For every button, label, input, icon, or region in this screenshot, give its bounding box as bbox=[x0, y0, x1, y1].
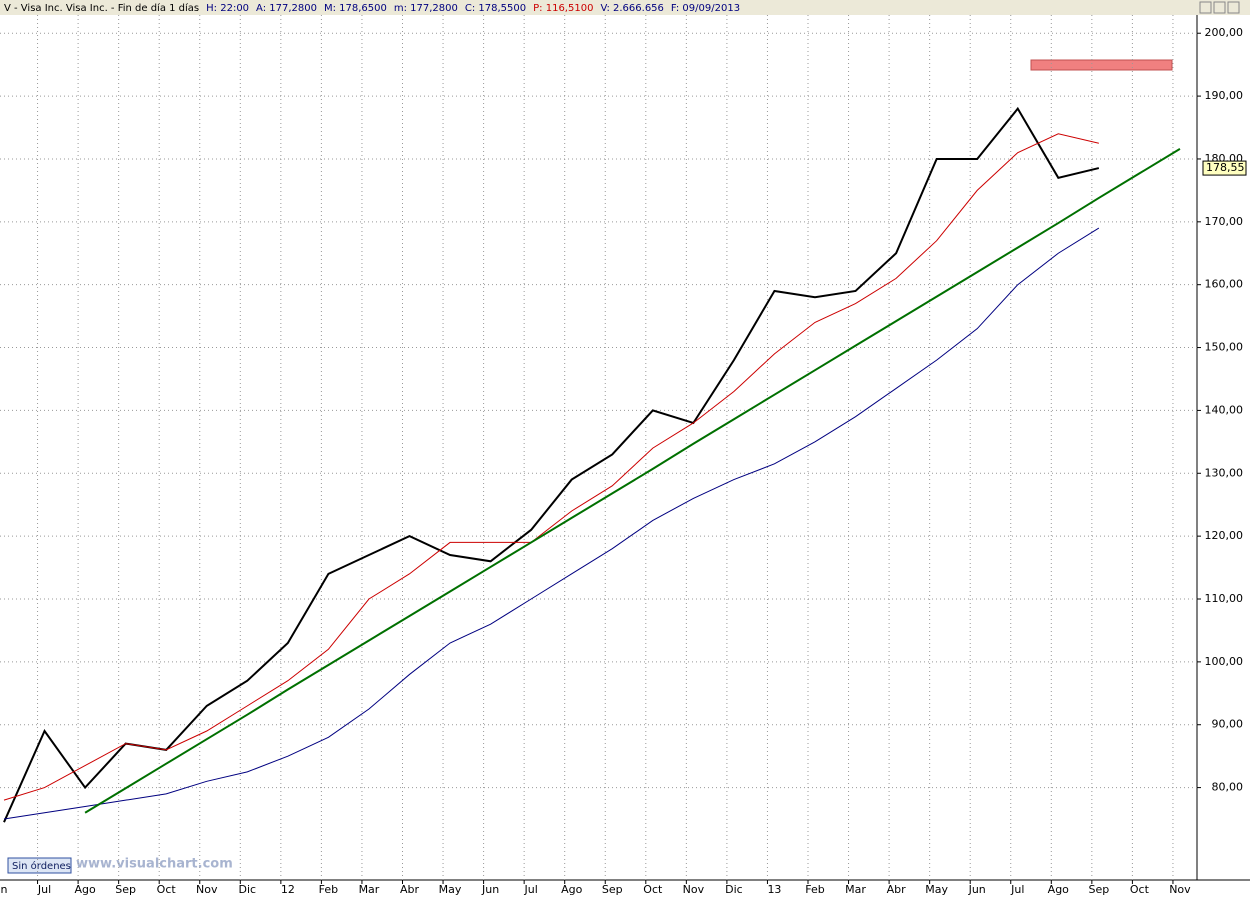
header-item: H: 22:00 bbox=[206, 3, 249, 14]
y-tick-label: 120,00 bbox=[1205, 529, 1244, 542]
series-line bbox=[3, 133, 1099, 801]
header-item: F: 09/09/2013 bbox=[671, 3, 740, 14]
x-tick-label: Feb bbox=[319, 883, 338, 896]
x-tick-label: Dic bbox=[239, 883, 257, 896]
x-tick-label: Oct bbox=[1130, 883, 1150, 896]
series-line bbox=[84, 148, 1181, 814]
x-tick-label: Ago bbox=[1048, 883, 1070, 896]
y-tick-label: 150,00 bbox=[1205, 341, 1244, 354]
maximize-button[interactable] bbox=[1213, 1, 1226, 14]
header-item: V - Visa Inc. Visa Inc. - Fin de día 1 d… bbox=[4, 2, 199, 14]
x-tick-label: Sep bbox=[1088, 883, 1109, 896]
x-tick-label: n bbox=[1, 883, 8, 896]
header-item: V: 2.666.656 bbox=[600, 3, 663, 14]
y-tick-label: 100,00 bbox=[1205, 655, 1244, 668]
x-tick-label: Jul bbox=[524, 883, 538, 896]
y-tick-label: 190,00 bbox=[1205, 89, 1244, 102]
x-tick-label: Dic bbox=[725, 883, 743, 896]
x-tick-label: Jun bbox=[968, 883, 986, 896]
x-tick-label: Nov bbox=[196, 883, 218, 896]
x-tick-label: Jul bbox=[37, 883, 51, 896]
x-tick-label: May bbox=[925, 883, 948, 896]
x-tick-label: Sep bbox=[602, 883, 623, 896]
y-tick-label: 90,00 bbox=[1212, 718, 1244, 731]
y-tick-label: 110,00 bbox=[1205, 592, 1244, 605]
y-tick-label: 130,00 bbox=[1205, 466, 1244, 479]
x-tick-label: Abr bbox=[400, 883, 420, 896]
x-tick-label: Nov bbox=[683, 883, 705, 896]
watermark: www.visualchart.com bbox=[76, 857, 233, 872]
minimize-button[interactable] bbox=[1199, 1, 1212, 14]
x-tick-label: Ago bbox=[74, 883, 96, 896]
x-tick-label: Nov bbox=[1169, 883, 1191, 896]
x-tick-label: May bbox=[439, 883, 462, 896]
x-tick-label: Feb bbox=[805, 883, 824, 896]
y-tick-label: 80,00 bbox=[1212, 781, 1244, 794]
y-tick-label: 160,00 bbox=[1205, 278, 1244, 291]
x-tick-label: Oct bbox=[643, 883, 663, 896]
header-item: P: 116,5100 bbox=[533, 3, 593, 14]
x-tick-label: Mar bbox=[359, 883, 380, 896]
header-bar bbox=[0, 0, 1250, 15]
close-button[interactable] bbox=[1227, 1, 1240, 14]
x-tick-label: 12 bbox=[281, 883, 295, 896]
header-item: m: 177,2800 bbox=[394, 3, 458, 14]
x-tick-label: Ago bbox=[561, 883, 583, 896]
zone-box bbox=[1030, 59, 1173, 71]
x-tick-label: Abr bbox=[887, 883, 907, 896]
y-tick-label: 170,00 bbox=[1205, 215, 1244, 228]
x-tick-label: Mar bbox=[845, 883, 866, 896]
last-price-box bbox=[1202, 160, 1247, 176]
series-line bbox=[3, 227, 1100, 820]
x-tick-label: Jul bbox=[1010, 883, 1024, 896]
header-item: M: 178,6500 bbox=[324, 3, 387, 14]
x-tick-label: 13 bbox=[767, 883, 781, 896]
last-price-label: 178,55 bbox=[1206, 161, 1245, 174]
y-tick-label: 140,00 bbox=[1205, 403, 1244, 416]
series-line bbox=[3, 106, 1100, 823]
orders-button-label[interactable]: Sin órdenes bbox=[12, 860, 71, 872]
y-tick-label: 200,00 bbox=[1205, 26, 1244, 39]
window-buttons[interactable] bbox=[1199, 1, 1240, 14]
header-item: C: 178,5500 bbox=[465, 3, 526, 14]
header-item: A: 177,2800 bbox=[256, 3, 317, 14]
orders-button[interactable] bbox=[7, 857, 72, 874]
x-tick-label: Jun bbox=[481, 883, 499, 896]
x-tick-label: Oct bbox=[157, 883, 177, 896]
x-tick-label: Sep bbox=[115, 883, 136, 896]
